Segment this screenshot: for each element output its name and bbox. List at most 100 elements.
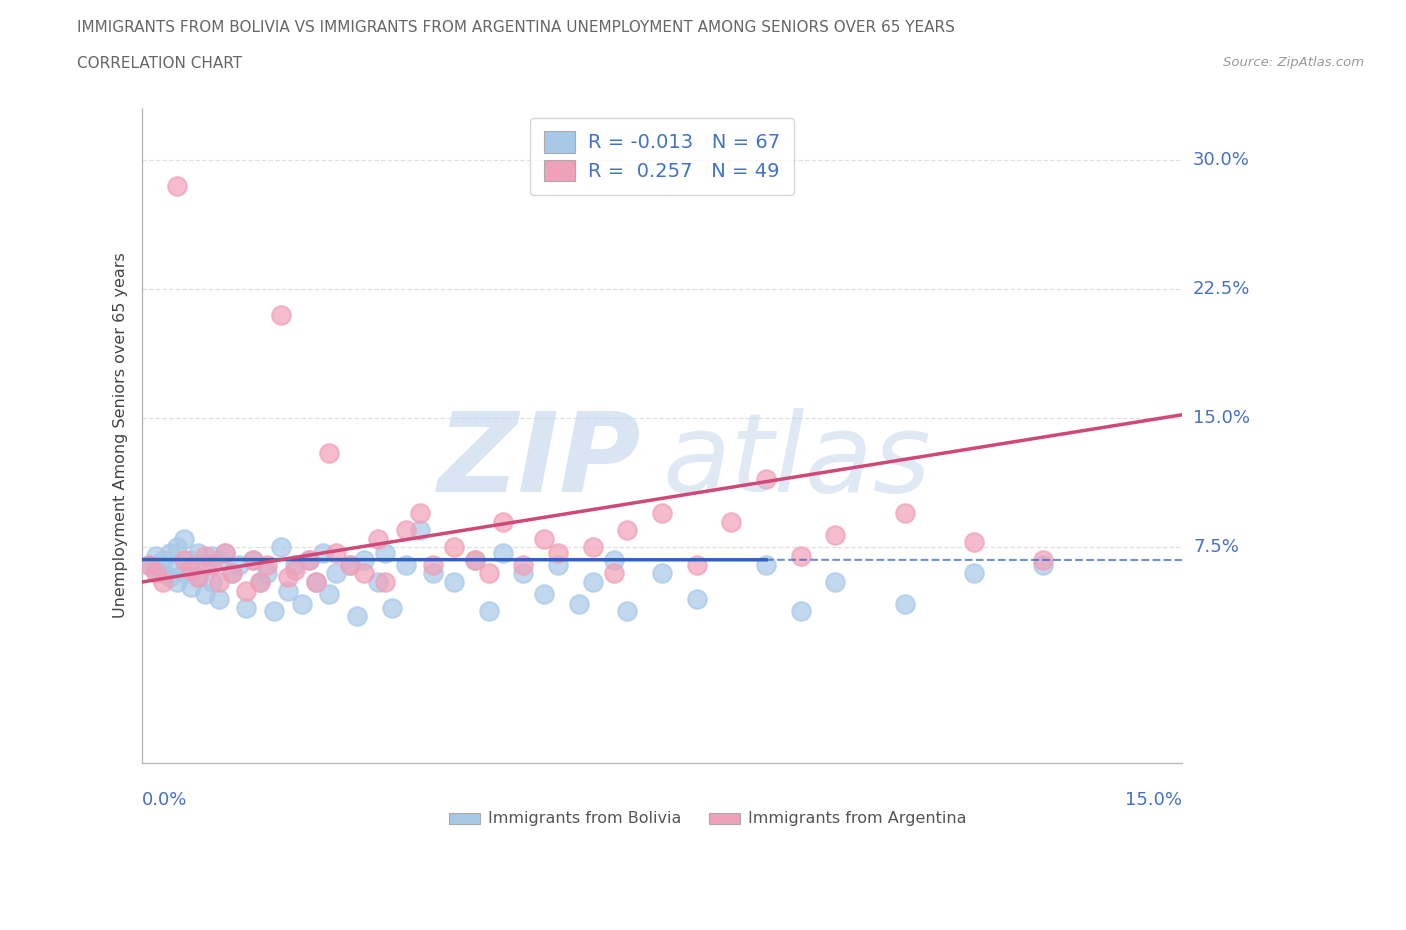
- Text: 30.0%: 30.0%: [1194, 151, 1250, 168]
- Point: [492, 545, 515, 560]
- Point: [152, 552, 174, 567]
- Point: [616, 523, 638, 538]
- Point: [145, 549, 167, 564]
- Point: [422, 557, 444, 572]
- Point: [512, 566, 534, 581]
- Point: [963, 566, 986, 581]
- Text: Source: ZipAtlas.com: Source: ZipAtlas.com: [1223, 56, 1364, 69]
- Point: [138, 557, 160, 572]
- Point: [602, 566, 624, 581]
- Point: [346, 609, 368, 624]
- Point: [145, 566, 167, 581]
- Point: [547, 545, 569, 560]
- Point: [180, 552, 202, 567]
- Point: [187, 545, 209, 560]
- Point: [256, 566, 278, 581]
- Point: [755, 557, 778, 572]
- Point: [478, 604, 501, 618]
- Point: [395, 557, 418, 572]
- Point: [159, 569, 181, 584]
- Point: [353, 566, 375, 581]
- Point: [602, 552, 624, 567]
- Point: [277, 569, 299, 584]
- Point: [686, 557, 709, 572]
- Point: [138, 557, 160, 572]
- Point: [194, 587, 217, 602]
- Point: [194, 549, 217, 564]
- Text: 22.5%: 22.5%: [1194, 280, 1250, 298]
- Point: [284, 557, 307, 572]
- Text: ZIP: ZIP: [437, 408, 641, 515]
- Point: [304, 575, 326, 590]
- Point: [367, 575, 389, 590]
- Point: [325, 566, 347, 581]
- Point: [173, 531, 195, 546]
- Point: [270, 540, 292, 555]
- Point: [166, 559, 188, 574]
- Point: [790, 549, 813, 564]
- Point: [339, 557, 361, 572]
- Point: [270, 308, 292, 323]
- Point: [686, 591, 709, 606]
- Legend: R = -0.013   N = 67, R =  0.257   N = 49: R = -0.013 N = 67, R = 0.257 N = 49: [530, 118, 794, 195]
- Point: [755, 472, 778, 486]
- Point: [166, 540, 188, 555]
- Point: [367, 531, 389, 546]
- Y-axis label: Unemployment Among Seniors over 65 years: Unemployment Among Seniors over 65 years: [114, 253, 128, 618]
- Point: [277, 583, 299, 598]
- Point: [207, 575, 229, 590]
- Point: [582, 575, 605, 590]
- Point: [201, 575, 224, 590]
- Point: [582, 540, 605, 555]
- Point: [651, 506, 673, 521]
- Point: [214, 545, 236, 560]
- Text: 15.0%: 15.0%: [1194, 409, 1250, 427]
- Point: [201, 557, 224, 572]
- Point: [1032, 552, 1054, 567]
- Point: [194, 557, 217, 572]
- Point: [263, 604, 285, 618]
- Point: [221, 566, 243, 581]
- Point: [173, 552, 195, 567]
- Point: [339, 557, 361, 572]
- Point: [893, 506, 915, 521]
- Point: [824, 575, 846, 590]
- Point: [221, 566, 243, 581]
- Text: 0.0%: 0.0%: [142, 790, 187, 809]
- Point: [235, 583, 257, 598]
- Point: [249, 575, 271, 590]
- Point: [512, 557, 534, 572]
- Point: [568, 597, 591, 612]
- Point: [1032, 557, 1054, 572]
- Point: [547, 557, 569, 572]
- FancyBboxPatch shape: [709, 814, 740, 824]
- Point: [298, 552, 321, 567]
- Point: [207, 591, 229, 606]
- Text: 15.0%: 15.0%: [1125, 790, 1182, 809]
- Text: 7.5%: 7.5%: [1194, 538, 1239, 556]
- Point: [325, 545, 347, 560]
- Point: [201, 549, 224, 564]
- Point: [180, 579, 202, 594]
- Text: atlas: atlas: [662, 408, 931, 515]
- Point: [318, 445, 340, 460]
- Point: [242, 552, 264, 567]
- Point: [166, 179, 188, 193]
- Point: [374, 575, 396, 590]
- Point: [408, 523, 430, 538]
- Text: IMMIGRANTS FROM BOLIVIA VS IMMIGRANTS FROM ARGENTINA UNEMPLOYMENT AMONG SENIORS : IMMIGRANTS FROM BOLIVIA VS IMMIGRANTS FR…: [77, 20, 955, 35]
- Point: [166, 575, 188, 590]
- Point: [187, 569, 209, 584]
- Point: [408, 506, 430, 521]
- Point: [304, 575, 326, 590]
- Point: [228, 557, 250, 572]
- Point: [422, 566, 444, 581]
- Point: [291, 597, 314, 612]
- Point: [395, 523, 418, 538]
- Point: [893, 597, 915, 612]
- Point: [533, 531, 555, 546]
- Point: [145, 563, 167, 578]
- Point: [318, 587, 340, 602]
- Point: [353, 552, 375, 567]
- Point: [180, 563, 202, 578]
